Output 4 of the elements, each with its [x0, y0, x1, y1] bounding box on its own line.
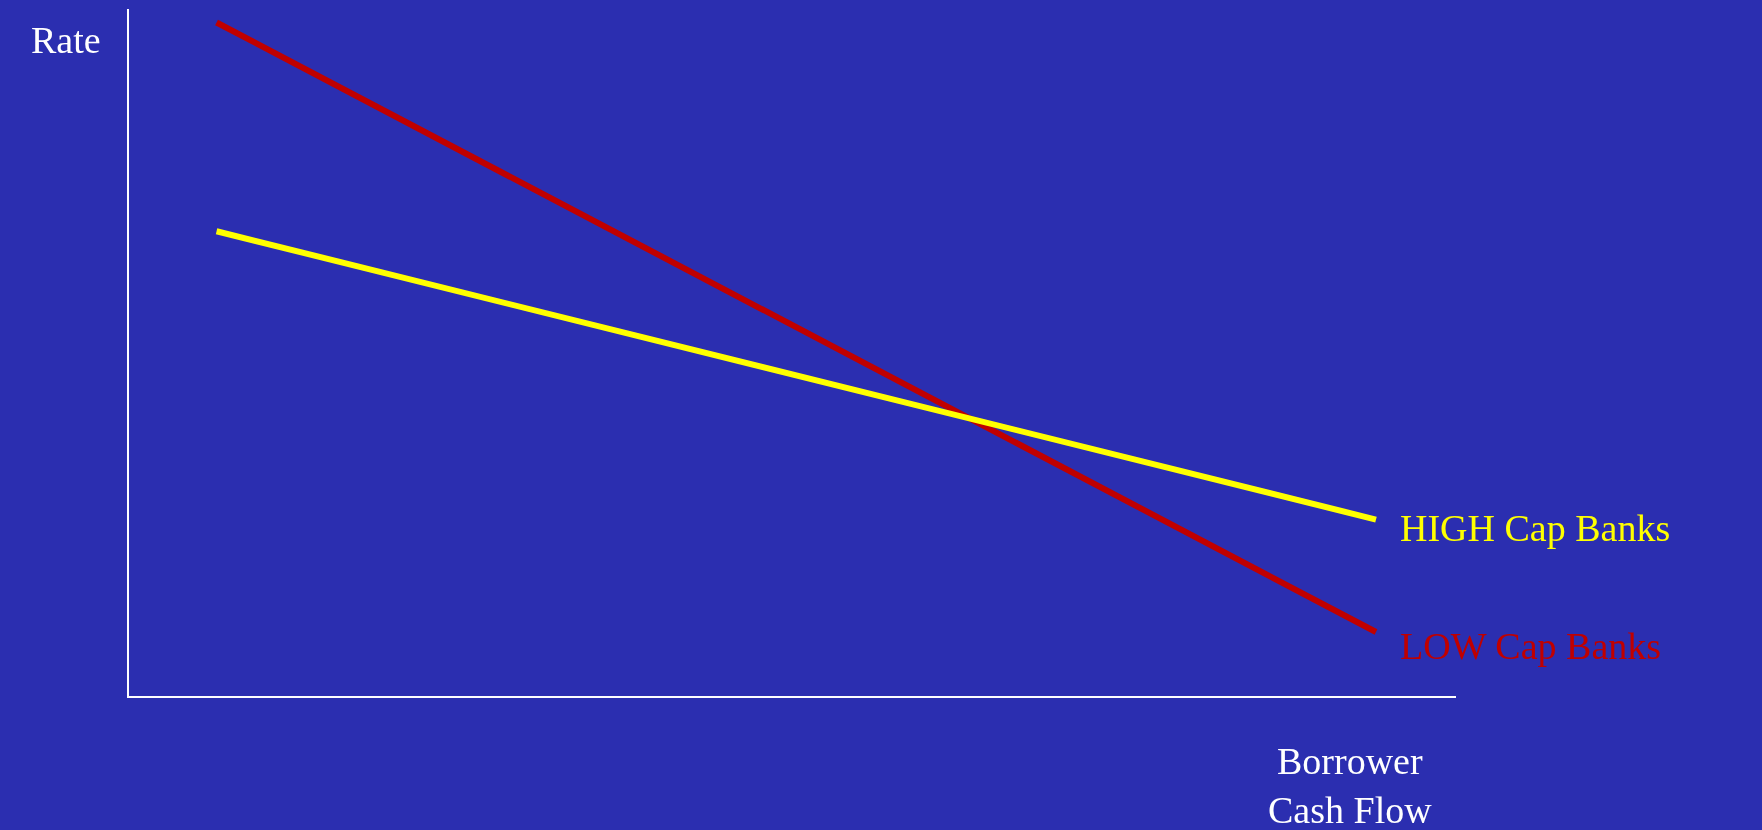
x-axis-title: Borrower Cash Flow: [1268, 740, 1433, 830]
series-label: LOW Cap Banks: [1400, 625, 1662, 667]
y-axis-title: Rate: [31, 19, 101, 61]
series-label: HIGH Cap Banks: [1400, 507, 1671, 549]
